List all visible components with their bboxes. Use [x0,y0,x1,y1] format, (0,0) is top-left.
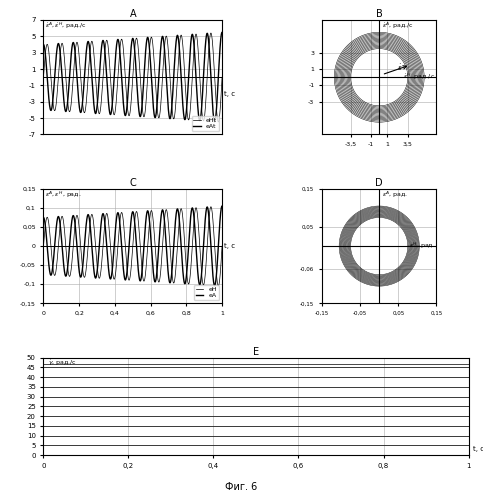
eA [170,250,176,256]
eA [126,254,131,260]
Line: eHt: eHt [43,33,222,122]
eHt [215,119,221,125]
eA [41,214,46,220]
eA [212,282,217,288]
eHt [41,74,46,80]
eH [41,243,46,249]
eAt [117,50,123,56]
Title: D: D [375,178,383,188]
Text: $\varepsilon^A, \varepsilon^H$, рад.: $\varepsilon^A, \varepsilon^H$, рад. [45,190,82,200]
Title: B: B [376,9,383,19]
Text: $\varepsilon^A$, рад.: $\varepsilon^A$, рад. [382,190,408,200]
eH [208,204,214,210]
eAt [41,42,46,48]
eH [126,276,131,281]
Legend: eH, eA: eH, eA [194,285,219,300]
eH [115,234,121,240]
eHt [208,30,214,36]
Title: C: C [129,178,136,188]
eAt [115,38,121,44]
Text: $\varepsilon^H$, рад.: $\varepsilon^H$, рад. [409,241,435,251]
eAt [126,86,131,92]
eHt [126,111,131,117]
eHt [115,64,121,70]
Text: $\dot{\gamma}$, рад./с: $\dot{\gamma}$, рад./с [48,358,77,368]
eA [115,211,121,217]
eAt [213,104,219,110]
eH [213,272,219,278]
eH [170,279,176,285]
eHt [117,46,123,52]
eA [205,205,211,211]
eHt [219,74,225,80]
Text: $\dot{\varepsilon}$: $\dot{\varepsilon}$ [397,62,403,72]
eAt [212,118,217,124]
Text: t, c: t, c [224,243,235,249]
Line: eA: eA [43,206,222,286]
eA [117,222,123,228]
eH [205,235,211,241]
Title: E: E [253,347,259,357]
Text: t, c: t, c [224,92,235,98]
eHt [205,65,211,71]
eA [219,203,225,209]
Text: $\dot{\varepsilon}^A$, рад./с: $\dot{\varepsilon}^A$, рад./с [382,21,413,32]
Text: Фиг. 6: Фиг. 6 [226,482,257,492]
eH [215,283,221,289]
eHt [170,115,176,121]
eAt [205,31,211,37]
eHt [213,108,219,114]
Text: $\dot{\varepsilon}^H$, рад./с: $\dot{\varepsilon}^H$, рад./с [403,72,435,83]
Legend: eHt, eAt: eHt, eAt [192,116,219,132]
Line: eH: eH [43,206,222,286]
eA [213,270,219,276]
Line: eAt: eAt [43,32,222,122]
eAt [219,30,225,36]
eH [219,243,225,249]
Text: $\dot{\varepsilon}^A, \dot{\varepsilon}^H$, рад./с: $\dot{\varepsilon}^A, \dot{\varepsilon}^… [45,21,87,32]
eAt [170,83,176,89]
eH [117,218,123,224]
Text: t, c: t, c [473,446,483,452]
Title: A: A [129,9,136,19]
